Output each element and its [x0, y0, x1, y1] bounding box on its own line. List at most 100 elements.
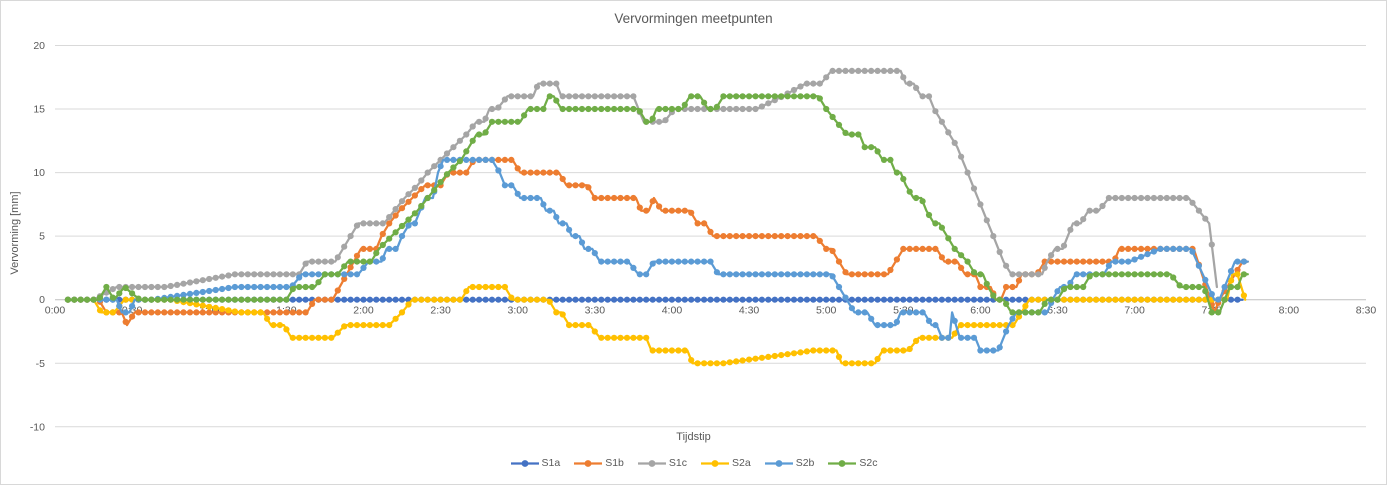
- marker-S1a: [900, 296, 907, 303]
- marker-S2b: [874, 322, 881, 329]
- marker-S2b: [238, 283, 245, 291]
- marker-S1b: [758, 233, 766, 240]
- marker-S1b: [617, 194, 624, 202]
- marker-S2c: [90, 296, 97, 303]
- marker-S2c: [790, 93, 798, 100]
- legend-marker-icon: [828, 459, 857, 467]
- marker-S2a: [1234, 271, 1241, 278]
- marker-S1c: [887, 67, 894, 74]
- marker-S2b: [212, 286, 219, 294]
- marker-S2b: [1073, 271, 1080, 278]
- marker-S2b: [225, 284, 232, 292]
- marker-S2a: [726, 359, 733, 366]
- marker-S2b: [122, 309, 129, 316]
- marker-S2a: [456, 296, 463, 303]
- marker-S2b: [1105, 262, 1112, 269]
- marker-S1c: [1067, 226, 1074, 233]
- marker-S1c: [450, 144, 457, 151]
- marker-S2b: [900, 309, 907, 316]
- marker-S1a: [701, 296, 708, 303]
- marker-S2b: [585, 245, 592, 252]
- marker-S1a: [1227, 296, 1235, 303]
- marker-S2a: [656, 347, 663, 354]
- marker-S2c: [675, 105, 682, 113]
- marker-S2b: [893, 318, 901, 325]
- legend-marker-icon: [637, 459, 666, 467]
- marker-S1c: [1208, 241, 1215, 248]
- marker-S2c: [1093, 271, 1100, 278]
- marker-S2a: [681, 347, 688, 354]
- marker-S2c: [835, 121, 843, 128]
- marker-S1c: [855, 67, 862, 74]
- marker-S2b: [514, 190, 521, 197]
- marker-S2b: [1221, 283, 1228, 291]
- marker-S2c: [874, 148, 881, 155]
- marker-S1c: [1035, 271, 1042, 278]
- marker-S1c: [1086, 207, 1093, 214]
- marker-S1b: [623, 194, 631, 202]
- marker-S1b: [559, 175, 566, 183]
- marker-S1b: [386, 220, 393, 227]
- marker-S1b: [1015, 277, 1023, 284]
- marker-S1c: [1183, 194, 1190, 202]
- marker-S1a: [347, 296, 354, 303]
- marker-S2a: [1093, 296, 1100, 303]
- marker-S1a: [938, 296, 946, 303]
- marker-S2a: [341, 323, 348, 330]
- marker-S1b: [823, 245, 830, 252]
- x-tick-label: 5:00: [816, 305, 837, 317]
- marker-S2b: [880, 322, 888, 329]
- marker-S1c: [431, 163, 438, 170]
- marker-S2b: [970, 334, 978, 341]
- marker-S1c: [398, 198, 406, 205]
- marker-S2c: [418, 202, 425, 210]
- marker-S1b: [713, 233, 721, 240]
- marker-S2b: [765, 271, 772, 278]
- marker-S1c: [1163, 194, 1170, 202]
- marker-S2b: [726, 271, 733, 278]
- marker-S1c: [559, 93, 566, 100]
- marker-S2a: [823, 347, 830, 354]
- marker-S2a: [598, 334, 605, 341]
- marker-S2b: [1118, 258, 1125, 265]
- marker-S2b: [945, 334, 952, 341]
- marker-S2a: [1138, 296, 1145, 303]
- marker-S2c: [96, 294, 104, 301]
- marker-S2a: [103, 309, 110, 316]
- marker-S1b: [585, 184, 592, 191]
- marker-S1a: [945, 296, 952, 303]
- marker-S2b: [1125, 258, 1132, 265]
- marker-S1c: [765, 100, 772, 107]
- chart-title: Vervormingen meetpunten: [614, 11, 773, 26]
- marker-S2c: [681, 101, 688, 108]
- marker-S1c: [186, 279, 194, 286]
- marker-S2c: [373, 250, 380, 257]
- marker-S2b: [103, 296, 110, 303]
- marker-S2b: [450, 156, 457, 163]
- marker-S1c: [585, 93, 592, 100]
- marker-S2b: [1041, 309, 1048, 316]
- marker-S1b: [945, 258, 952, 265]
- marker-S1b: [630, 194, 637, 202]
- marker-S2b: [379, 255, 386, 262]
- marker-S2b: [251, 283, 258, 291]
- marker-S1b: [302, 309, 309, 316]
- marker-S2a: [206, 303, 213, 310]
- marker-S1b: [199, 309, 206, 316]
- marker-S2a: [1131, 296, 1138, 303]
- marker-S1a: [893, 296, 901, 303]
- marker-S2a: [424, 296, 431, 303]
- marker-S1b: [951, 258, 958, 265]
- marker-S1b: [726, 233, 733, 240]
- marker-S2c: [392, 229, 399, 236]
- marker-S2a: [488, 283, 496, 291]
- marker-S2a: [996, 322, 1003, 329]
- marker-S1c: [932, 108, 939, 115]
- marker-S1c: [617, 93, 624, 100]
- marker-S2b: [1080, 271, 1087, 278]
- marker-S1b: [598, 194, 605, 202]
- marker-S2b: [1227, 268, 1235, 275]
- marker-S2a: [1112, 296, 1119, 303]
- marker-S1c: [315, 258, 322, 265]
- marker-S2a: [739, 357, 746, 364]
